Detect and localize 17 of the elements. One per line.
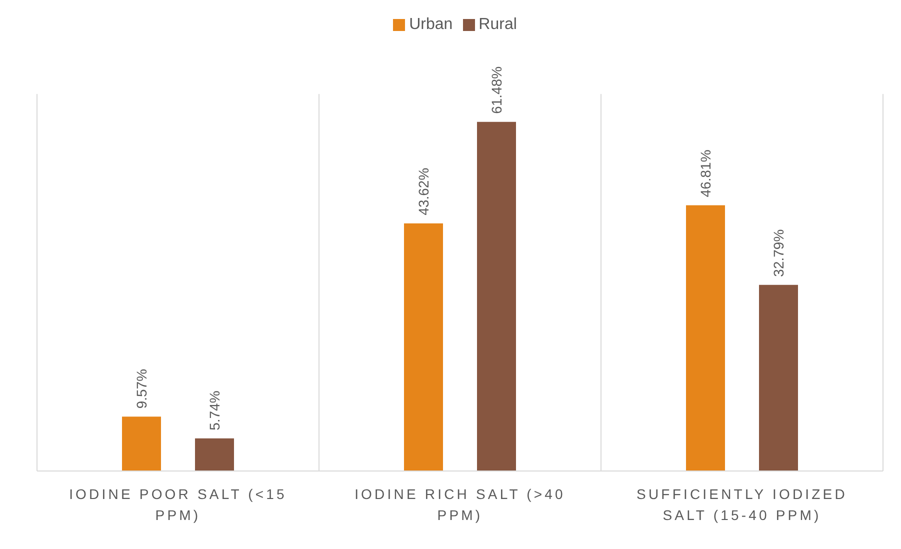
bar	[122, 416, 161, 471]
legend-label: Rural	[478, 16, 517, 33]
bar	[404, 223, 443, 471]
bar	[759, 284, 798, 471]
bar	[195, 438, 234, 471]
data-label: 46.81%	[698, 150, 714, 198]
x-tick-label: SUFFICIENTLY IODIZED SALT (15-40 PPM)	[636, 486, 848, 523]
x-tick-label: IODINE RICH SALT (>40 PPM)	[354, 486, 566, 523]
x-tick-label: IODINE POOR SALT (<15 PPM)	[69, 486, 287, 523]
data-label: 43.62%	[416, 168, 432, 216]
data-label: 5.74%	[206, 390, 222, 430]
data-label: 9.57%	[134, 368, 150, 409]
data-label: 61.48%	[488, 66, 504, 114]
bar	[477, 122, 516, 471]
data-label: 32.79%	[770, 229, 786, 277]
legend-label: Urban	[409, 16, 453, 33]
bar	[686, 205, 725, 471]
